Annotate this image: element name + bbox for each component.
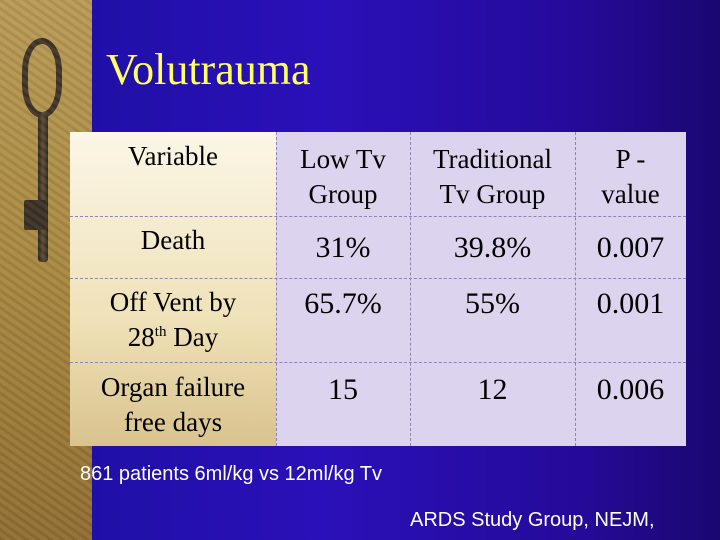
column-divider xyxy=(276,132,277,446)
row-label-ordinal-suffix: th xyxy=(154,324,167,340)
key-bit-shape xyxy=(24,200,46,230)
row-label-line1: Off Vent by xyxy=(109,286,237,317)
row-label-text: Death xyxy=(140,225,206,256)
header-variable: Variable xyxy=(70,132,276,182)
header-low-tv-line1: Low Tv xyxy=(300,143,386,174)
table-values-bg xyxy=(276,132,686,446)
cell-p-value-death: 0.007 xyxy=(596,230,665,264)
slide-title: Volutrauma xyxy=(106,45,311,94)
header-variable-text: Variable xyxy=(128,141,218,172)
row-label-day-number: 28 xyxy=(127,322,155,352)
header-traditional-line1: Traditional xyxy=(432,143,552,174)
header-traditional-line2: Tv Group xyxy=(439,179,546,209)
header-p-value: P - value xyxy=(575,138,686,216)
cell-p-value-off-vent: 0.001 xyxy=(596,286,665,320)
cell-p-value-organ-failure: 0.006 xyxy=(596,372,665,406)
row-label-line1: Organ failure xyxy=(100,371,246,402)
row-label-line2: 28th Day xyxy=(128,320,218,355)
row-divider xyxy=(70,362,686,363)
row-label-line2: free days xyxy=(123,407,223,437)
cell-traditional-off-vent: 55% xyxy=(465,286,520,320)
cell-low-tv-off-vent: 65.7% xyxy=(304,286,382,320)
citation-footnote: ARDS Study Group, NEJM, xyxy=(410,509,655,531)
study-footnote: 861 patients 6ml/kg vs 12ml/kg Tv xyxy=(80,463,382,485)
column-divider xyxy=(410,132,411,446)
row-label-organ-failure: Organ failure free days xyxy=(70,364,276,446)
row-divider xyxy=(70,278,686,279)
cell-low-tv-death: 31% xyxy=(315,230,371,264)
row-divider xyxy=(70,216,686,217)
key-shaft-shape xyxy=(38,112,48,262)
key-ring-shape xyxy=(22,38,62,118)
column-divider xyxy=(575,132,576,446)
cell-low-tv-organ-failure: 15 xyxy=(328,372,358,406)
table-label-column-bg xyxy=(70,132,276,446)
header-p-value-line1: P - xyxy=(615,143,646,174)
cell-traditional-death: 39.8% xyxy=(453,230,532,264)
header-p-value-line2: value xyxy=(601,179,660,209)
header-low-tv-line2: Group xyxy=(308,179,378,209)
header-low-tv: Low Tv Group xyxy=(276,138,410,216)
header-traditional: Traditional Tv Group xyxy=(410,138,575,216)
row-label-off-vent: Off Vent by 28th Day xyxy=(70,278,276,362)
row-label-death: Death xyxy=(70,216,276,266)
row-label-day-word: Day xyxy=(166,322,219,352)
cell-traditional-organ-failure: 12 xyxy=(477,372,508,406)
results-table: Variable Low Tv Group Traditional Tv Gro… xyxy=(70,132,686,446)
